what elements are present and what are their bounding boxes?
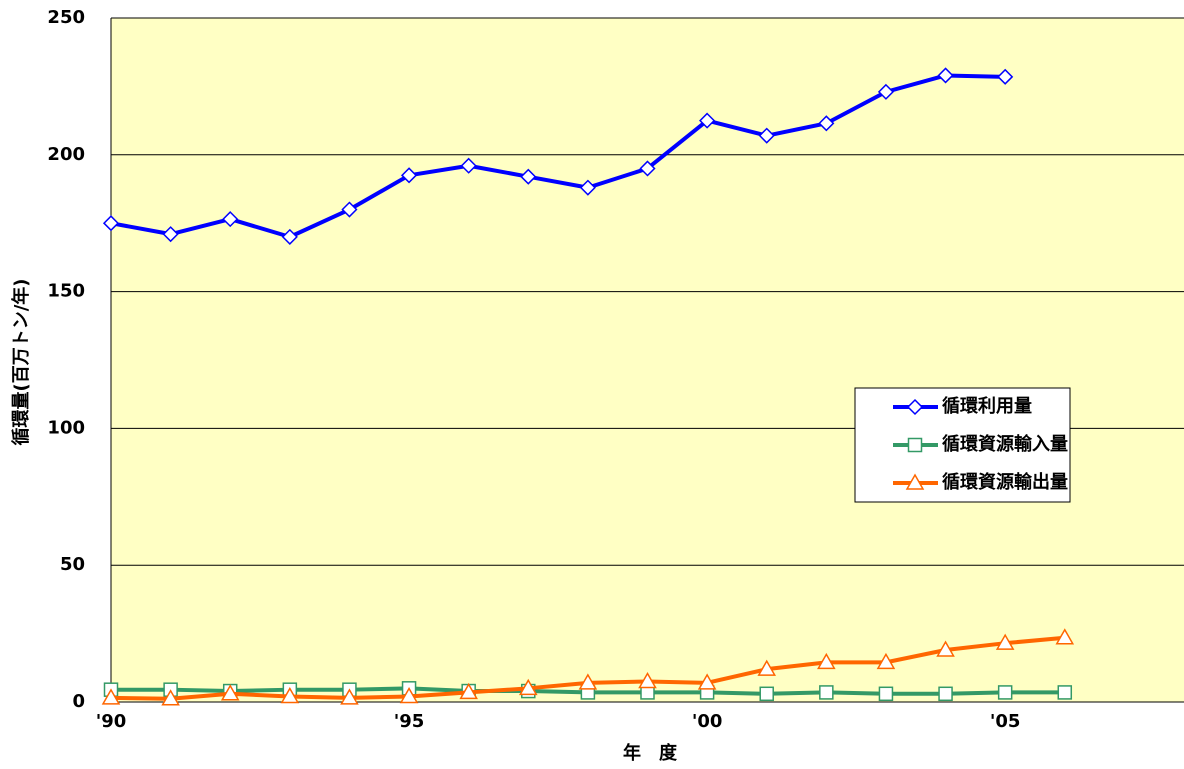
marker — [639, 160, 656, 177]
marker — [818, 115, 835, 132]
marker — [460, 157, 477, 174]
marker — [758, 127, 775, 144]
legend-box — [854, 387, 1071, 503]
marker — [907, 437, 923, 453]
marker — [220, 684, 240, 701]
x-axis-label: 年 度 — [623, 742, 678, 764]
marker — [937, 67, 954, 84]
y-axis-label: 循環量(百万トン/年) — [10, 278, 32, 445]
y-tick-label: 150 — [47, 281, 85, 302]
marker — [759, 686, 774, 702]
marker — [997, 68, 1014, 85]
marker — [280, 687, 300, 704]
marker — [757, 659, 777, 676]
marker — [518, 678, 538, 696]
marker — [1055, 628, 1075, 645]
marker — [938, 686, 953, 702]
marker — [281, 228, 298, 245]
marker — [878, 686, 894, 702]
legend-label: 循環利用量 — [942, 395, 1032, 417]
marker — [101, 688, 121, 705]
marker — [906, 398, 924, 416]
marker — [578, 673, 598, 690]
y-tick-label: 100 — [47, 417, 85, 438]
marker — [1057, 685, 1073, 700]
marker — [995, 633, 1015, 650]
marker — [459, 682, 478, 700]
marker — [817, 652, 836, 670]
marker — [340, 688, 359, 705]
marker — [699, 112, 716, 129]
marker — [876, 652, 896, 670]
marker — [819, 685, 834, 700]
x-tick-label: '05 — [990, 711, 1021, 732]
legend-label: 循環資源輸出量 — [942, 471, 1068, 493]
marker — [341, 201, 358, 218]
y-tick-label: 200 — [47, 144, 85, 165]
marker — [579, 179, 596, 196]
plot-area — [111, 18, 1184, 702]
series-line — [110, 73, 1006, 239]
marker — [905, 473, 925, 490]
x-tick-label: '90 — [96, 711, 127, 732]
legend-label: 循環資源輸入量 — [942, 433, 1068, 455]
marker — [638, 671, 657, 689]
marker — [697, 673, 717, 690]
marker — [877, 83, 895, 100]
x-tick-label: '00 — [692, 711, 723, 732]
marker — [399, 687, 419, 704]
marker — [936, 640, 955, 657]
x-tick-label: '95 — [394, 711, 425, 732]
marker — [222, 211, 239, 228]
marker — [102, 215, 120, 232]
y-tick-label: 250 — [47, 7, 85, 28]
y-tick-label: 0 — [72, 691, 85, 712]
y-tick-label: 50 — [60, 554, 85, 575]
marker — [162, 226, 179, 243]
marker — [400, 167, 418, 184]
marker — [997, 685, 1013, 700]
marker — [520, 168, 537, 185]
marker — [161, 689, 180, 706]
